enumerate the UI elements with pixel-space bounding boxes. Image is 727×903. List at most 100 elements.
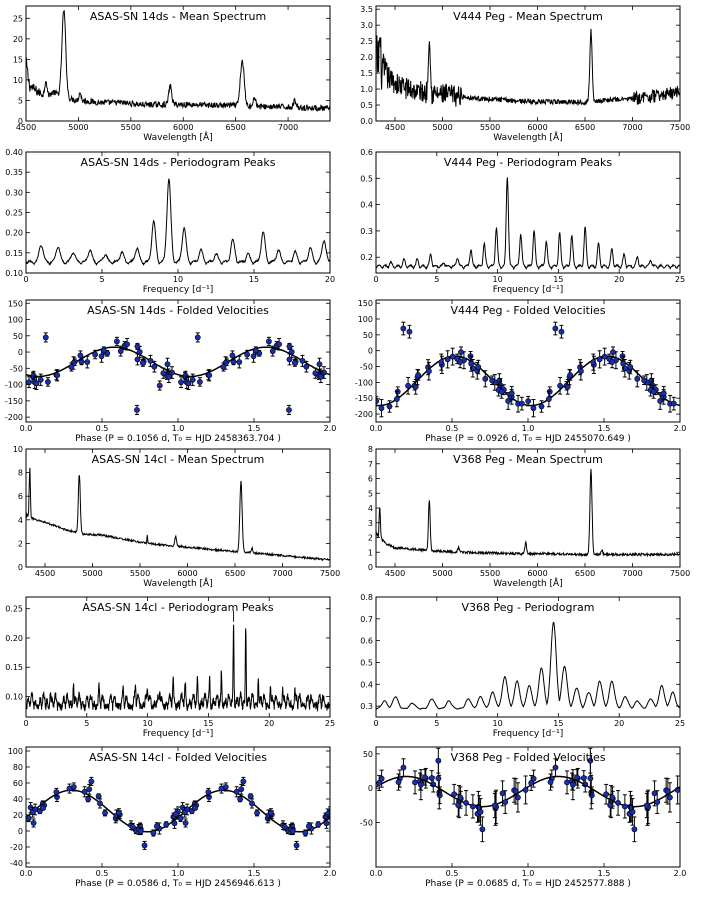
- y-tick-label: 4: [18, 516, 23, 525]
- x-tick-label: 1.0: [172, 424, 185, 433]
- data-point: [286, 407, 292, 413]
- plot-area: [376, 28, 680, 107]
- data-point: [317, 373, 324, 380]
- y-tick-label: 0: [18, 117, 23, 126]
- plot-area: [26, 776, 330, 850]
- data-point: [512, 788, 519, 795]
- data-point: [515, 794, 521, 801]
- y-tick-label: 60: [13, 779, 23, 788]
- y-tick-label: 10: [13, 76, 23, 85]
- data-point: [77, 352, 84, 359]
- data-point: [479, 826, 486, 833]
- data-point: [574, 774, 580, 781]
- data-point: [268, 809, 274, 816]
- x-tick-label: 6500: [575, 123, 595, 132]
- data-point: [417, 781, 424, 788]
- data-point: [218, 785, 225, 792]
- data-point: [502, 799, 509, 805]
- x-tick-label: 15: [249, 275, 259, 284]
- data-point: [265, 338, 272, 345]
- data-point: [181, 809, 188, 816]
- data-point: [657, 398, 664, 404]
- data-point: [477, 808, 484, 815]
- x-tick-label: 5500: [480, 569, 500, 578]
- x-tick-label: 5500: [130, 569, 150, 578]
- data-point: [444, 356, 451, 363]
- x-tick-label: 0.5: [446, 424, 459, 433]
- y-tick-label: 3.5: [360, 5, 373, 14]
- x-tick-label: 1.5: [248, 424, 261, 433]
- data-point: [95, 793, 102, 800]
- x-tick-label: 6000: [173, 123, 193, 132]
- x-tick-label: 0.5: [446, 869, 459, 878]
- y-tick-label: 0.2: [360, 253, 373, 262]
- x-tick-label: 5: [84, 719, 89, 728]
- y-tick-label: -50: [10, 364, 23, 373]
- data-point: [189, 376, 196, 383]
- x-tick-label: 15: [553, 719, 563, 728]
- x-tick-label: 5000: [82, 569, 102, 578]
- y-tick-label: 0: [368, 347, 373, 356]
- data-point: [491, 802, 498, 809]
- data-point: [530, 405, 537, 412]
- data-point: [151, 363, 158, 370]
- data-point: [455, 802, 462, 809]
- data-point: [435, 757, 442, 764]
- data-point: [634, 375, 641, 382]
- data-point: [412, 779, 418, 786]
- plot-area: [376, 177, 680, 271]
- data-point: [667, 794, 673, 801]
- x-tick-label: 1.5: [598, 424, 611, 433]
- data-point: [206, 794, 212, 800]
- data-point: [498, 388, 505, 395]
- data-point: [451, 791, 458, 798]
- data-point: [141, 842, 148, 849]
- data-point: [564, 383, 571, 390]
- data-point: [393, 396, 400, 402]
- data-point: [378, 405, 385, 412]
- x-tick-label: 25: [675, 275, 685, 284]
- x-tick-label: 0.0: [370, 424, 383, 433]
- peak-marker: |: [232, 609, 236, 622]
- data-point: [134, 356, 141, 363]
- y-tick-label: 0.10: [5, 693, 23, 702]
- data-point: [580, 775, 587, 781]
- data-point: [182, 820, 189, 826]
- data-point: [412, 383, 419, 390]
- panel-9: | 0 5 10 15 20 25 0.10 0.15 0.20 0.25 ASAS-SN 14cl …: [5, 596, 335, 739]
- x-tick-label: 25: [325, 719, 335, 728]
- data-point: [428, 775, 435, 781]
- y-tick-label: 50: [13, 332, 23, 341]
- x-tick-label: 4500: [385, 569, 405, 578]
- data-point: [220, 364, 227, 370]
- x-tick-label: 1.0: [522, 424, 535, 433]
- y-tick-label: 20: [13, 35, 23, 44]
- data-point: [620, 360, 627, 367]
- data-point: [150, 830, 157, 836]
- x-tick-label: 10: [493, 719, 503, 728]
- y-tick-label: 0.20: [5, 634, 23, 643]
- y-tick-label: 100: [358, 315, 373, 324]
- data-point: [164, 361, 171, 368]
- data-point: [505, 398, 512, 404]
- data-point: [84, 359, 91, 365]
- x-tick-label: 6500: [575, 569, 595, 578]
- data-point: [499, 790, 506, 797]
- data-point: [254, 810, 260, 816]
- x-tick-label: 4500: [35, 569, 55, 578]
- panel-title: ASAS-SN 14cl - Folded Velocities: [89, 751, 267, 764]
- data-point: [552, 764, 559, 771]
- panel-2: 4500 5000 5500 6000 6500 7000 7500 0.0 0.5 1.0 1.5…: [360, 5, 690, 143]
- data-point: [26, 815, 32, 822]
- data-point: [54, 372, 61, 379]
- x-tick-label: 7500: [670, 123, 690, 132]
- x-tick-label: 6000: [527, 569, 547, 578]
- axes-frame: [375, 5, 681, 122]
- data-point: [609, 359, 616, 365]
- plot-area: [376, 747, 680, 843]
- data-point: [438, 359, 445, 366]
- y-tick-label: 0.4: [360, 201, 373, 210]
- data-point: [124, 341, 130, 348]
- x-tick-label: 6500: [225, 569, 245, 578]
- data-point: [88, 778, 95, 785]
